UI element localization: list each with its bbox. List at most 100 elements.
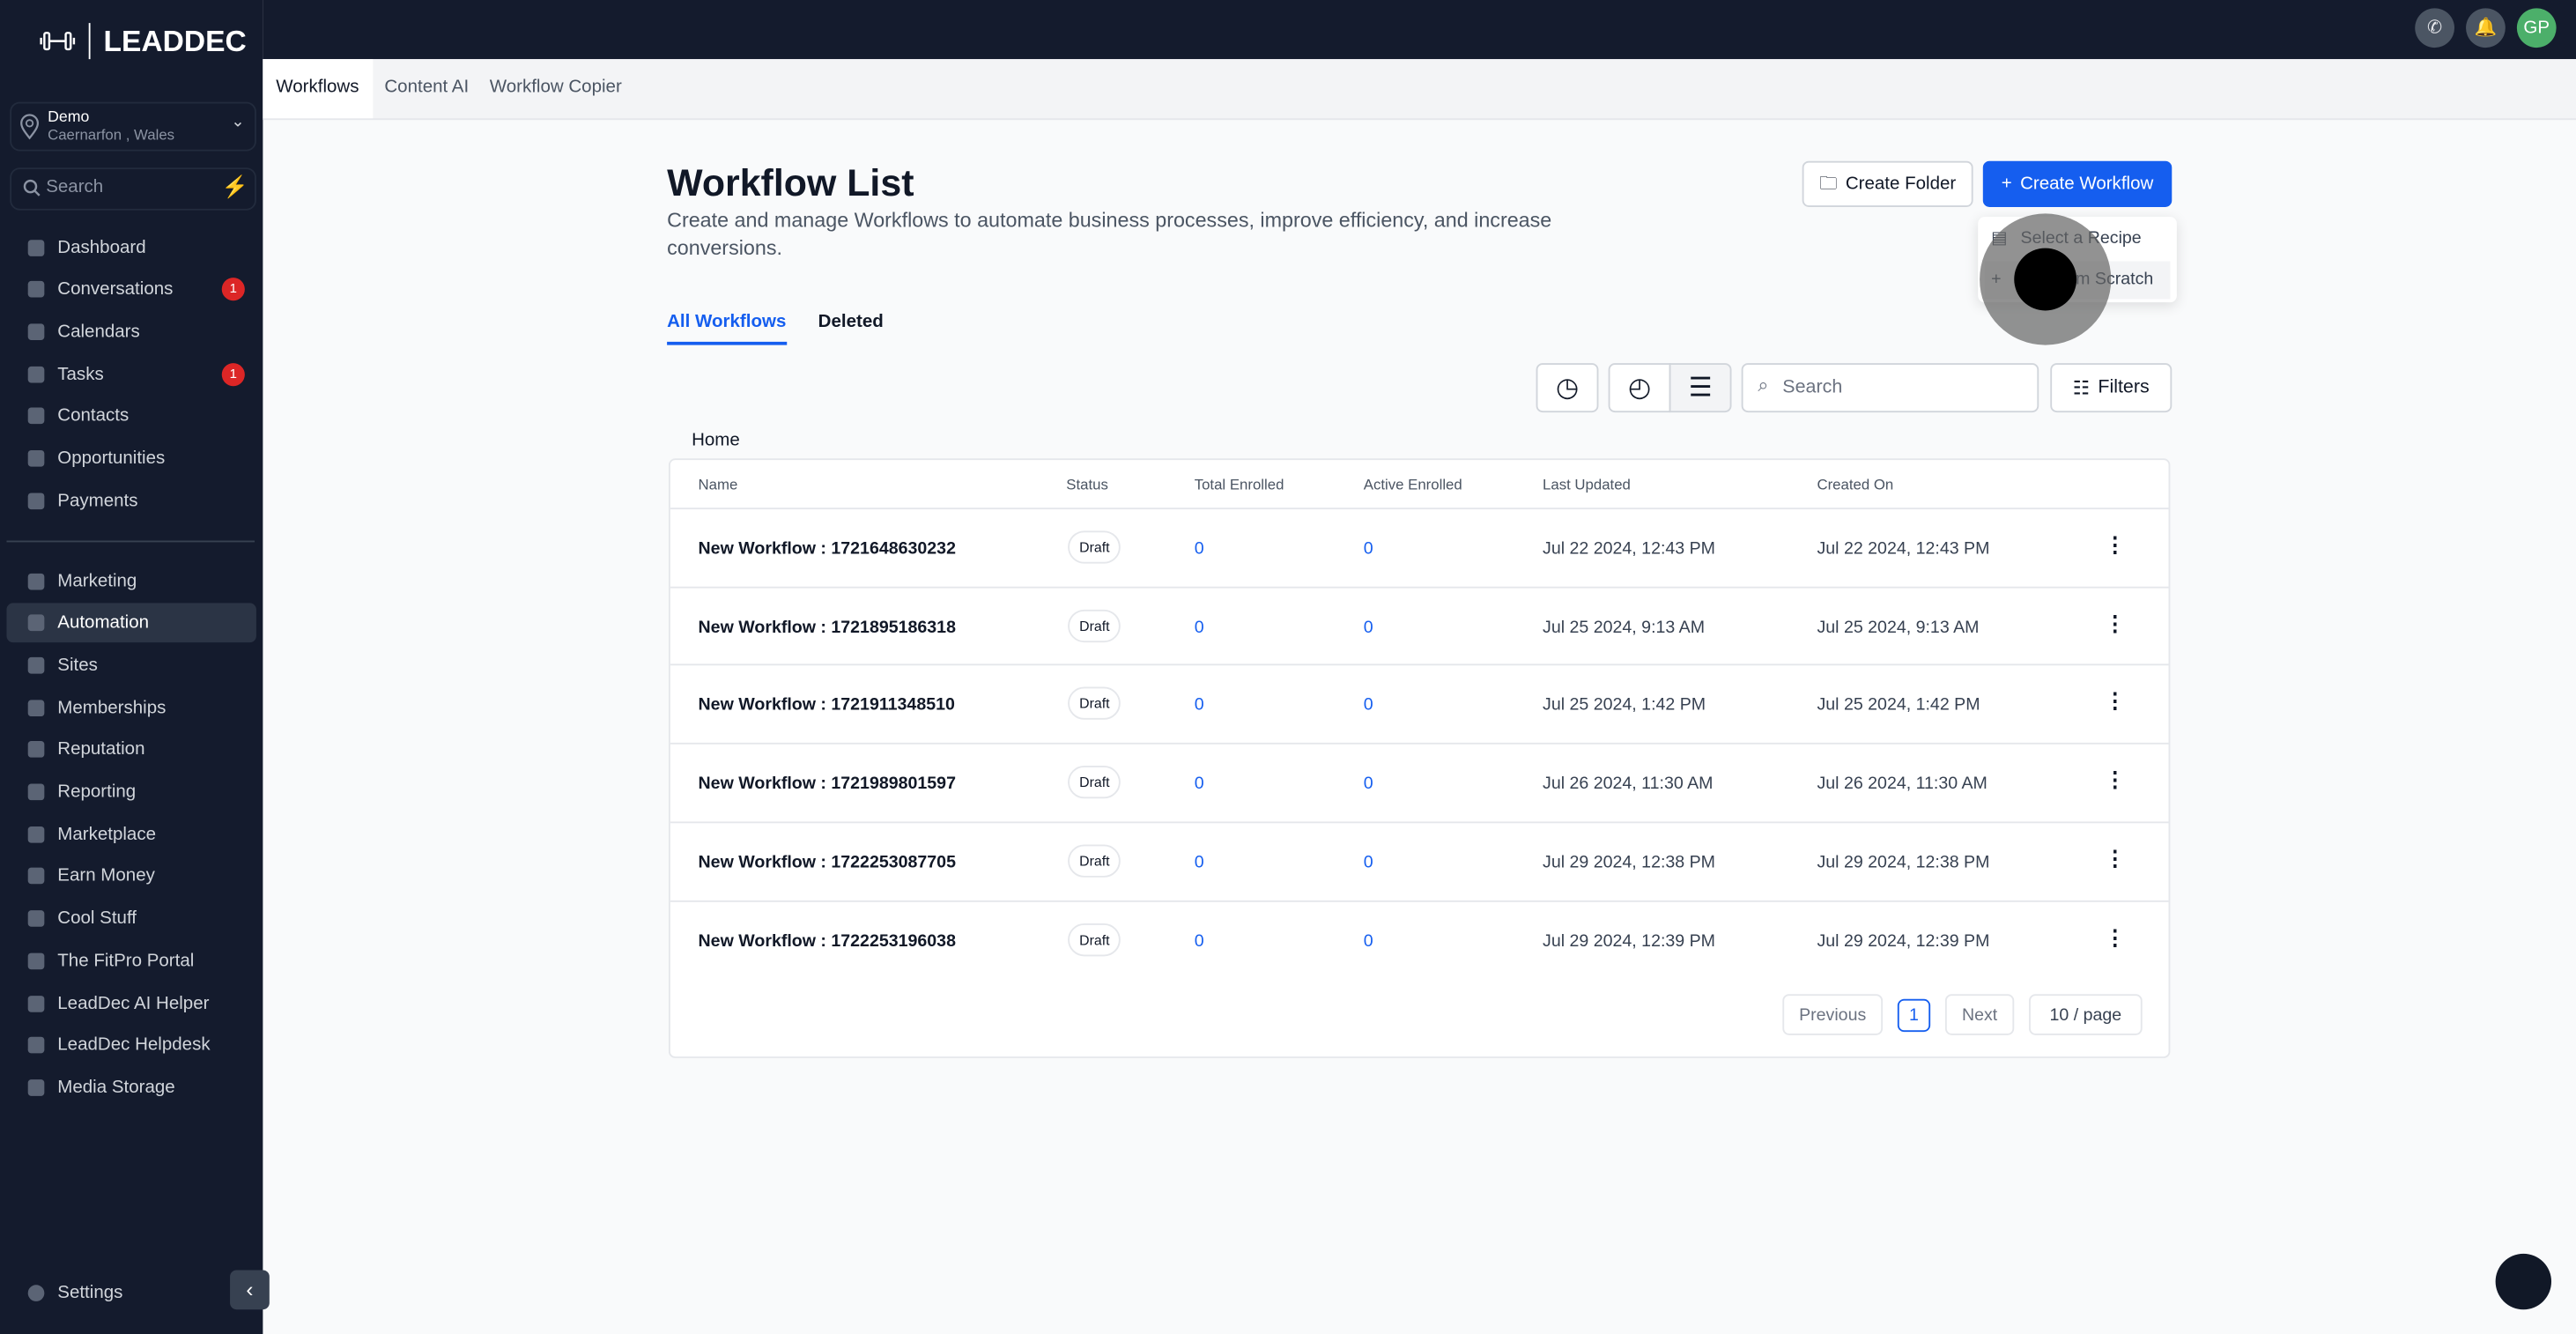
- search-input[interactable]: ⌕ Search: [1741, 363, 2039, 413]
- phone-icon[interactable]: ✆: [2415, 8, 2455, 48]
- workflow-table: Name Status Total Enrolled Active Enroll…: [668, 458, 2171, 1058]
- total-enrolled[interactable]: 0: [1194, 617, 1204, 637]
- page-description: Create and manage Workflows to automate …: [667, 208, 1552, 260]
- more-options-icon[interactable]: ⋮: [2104, 767, 2127, 793]
- sidebar-item-conversations[interactable]: Conversations 1: [6, 270, 255, 309]
- more-options-icon[interactable]: ⋮: [2104, 532, 2127, 558]
- filters-button[interactable]: ☷ Filters: [2050, 363, 2173, 413]
- sidebar-item-leaddec-helpdesk[interactable]: LeadDec Helpdesk: [6, 1026, 255, 1065]
- more-options-icon[interactable]: ⋮: [2104, 923, 2127, 949]
- sidebar-item-settings[interactable]: Settings: [6, 1273, 255, 1313]
- page-size-select[interactable]: 10 / page: [2029, 994, 2143, 1035]
- sidebar-item-the-fitpro-portal[interactable]: The FitPro Portal: [6, 941, 255, 981]
- column-header-status[interactable]: Status: [1066, 476, 1108, 493]
- sidebar-item-sites[interactable]: Sites: [6, 646, 255, 686]
- table-row[interactable]: New Workflow : 1721911348510 Draft 0 0 J…: [670, 664, 2169, 745]
- workflow-name[interactable]: New Workflow : 1721989801597: [698, 774, 956, 794]
- active-enrolled[interactable]: 0: [1363, 695, 1373, 715]
- active-enrolled[interactable]: 0: [1363, 852, 1373, 872]
- search-icon: ⌕: [1758, 376, 1769, 396]
- workflow-name[interactable]: New Workflow : 1722253196038: [698, 930, 956, 951]
- collapse-sidebar-button[interactable]: ‹: [230, 1270, 270, 1310]
- sidebar-item-earn-money[interactable]: Earn Money: [6, 856, 255, 896]
- calendars-icon: [27, 323, 45, 340]
- location-switcher[interactable]: Demo Caernarfon , Wales ⌄: [10, 101, 256, 152]
- sidebar-item-cool-stuff[interactable]: Cool Stuff: [6, 899, 255, 938]
- brand-name: LEADDEC: [103, 24, 247, 57]
- more-options-icon[interactable]: ⋮: [2104, 845, 2127, 871]
- bell-icon[interactable]: 🔔: [2466, 8, 2506, 48]
- page-1-button[interactable]: 1: [1897, 998, 1931, 1033]
- workflow-name[interactable]: New Workflow : 1721648630232: [698, 538, 956, 560]
- sidebar-item-label: The FitPro Portal: [57, 951, 195, 971]
- column-header-active-enrolled[interactable]: Active Enrolled: [1363, 476, 1462, 493]
- search-icon: [23, 179, 41, 196]
- sidebar-item-media-storage[interactable]: Media Storage: [6, 1068, 255, 1108]
- more-options-icon[interactable]: ⋮: [2104, 611, 2127, 636]
- history-button[interactable]: ◷: [1536, 363, 1599, 413]
- total-enrolled[interactable]: 0: [1194, 774, 1204, 794]
- sidebar-item-label: Memberships: [57, 697, 167, 718]
- column-header-total-enrolled[interactable]: Total Enrolled: [1194, 476, 1284, 493]
- workflow-name[interactable]: New Workflow : 1722253087705: [698, 852, 956, 872]
- chat-widget-button[interactable]: [2495, 1253, 2552, 1310]
- tab-content-ai[interactable]: Content AI: [384, 77, 470, 98]
- sidebar-item-opportunities[interactable]: Opportunities: [6, 439, 255, 478]
- more-options-icon[interactable]: ⋮: [2104, 689, 2127, 715]
- sidebar-item-leaddec-ai-helper[interactable]: LeadDec AI Helper: [6, 983, 255, 1023]
- opportunities-icon: [27, 449, 45, 467]
- breadcrumb[interactable]: Home: [692, 430, 740, 450]
- sidebar-item-reputation[interactable]: Reputation: [6, 730, 255, 770]
- sidebar-item-tasks[interactable]: Tasks 1: [6, 354, 255, 394]
- conversations-icon: [27, 281, 45, 298]
- table-row[interactable]: New Workflow : 1721895186318 Draft 0 0 J…: [670, 586, 2169, 666]
- sidebar-item-label: Tasks: [57, 364, 104, 384]
- table-row[interactable]: New Workflow : 1721648630232 Draft 0 0 J…: [670, 508, 2169, 588]
- sidebar-item-automation[interactable]: Automation: [6, 603, 256, 643]
- total-enrolled[interactable]: 0: [1194, 852, 1204, 872]
- sidebar-item-label: Earn Money: [57, 866, 155, 886]
- avatar[interactable]: GP: [2516, 8, 2557, 48]
- created-on: Jul 25 2024, 9:13 AM: [1817, 617, 1980, 637]
- sidebar-divider: [6, 540, 255, 543]
- tab-workflows[interactable]: Workflows: [263, 59, 373, 119]
- create-workflow-button[interactable]: + Create Workflow: [1982, 160, 2173, 207]
- sidebar-item-marketplace[interactable]: Marketplace: [6, 814, 255, 854]
- active-enrolled[interactable]: 0: [1363, 774, 1373, 794]
- column-header-created-on[interactable]: Created On: [1817, 476, 1894, 493]
- sidebar-item-payments[interactable]: Payments: [6, 481, 255, 521]
- workflow-name[interactable]: New Workflow : 1721911348510: [698, 695, 955, 715]
- active-enrolled[interactable]: 0: [1363, 617, 1373, 637]
- sidebar-search[interactable]: Search ⚡: [10, 167, 256, 211]
- tab-deleted[interactable]: Deleted: [818, 312, 884, 332]
- table-row[interactable]: New Workflow : 1722253087705 Draft 0 0 J…: [670, 821, 2169, 901]
- sidebar-item-dashboard[interactable]: Dashboard: [6, 227, 255, 267]
- next-page-button[interactable]: Next: [1944, 994, 2015, 1035]
- column-header-last-updated[interactable]: Last Updated: [1543, 476, 1631, 493]
- quick-action-bolt-icon[interactable]: ⚡: [221, 174, 248, 199]
- column-header-name[interactable]: Name: [698, 476, 738, 493]
- workflow-name[interactable]: New Workflow : 1721895186318: [698, 617, 956, 637]
- tab-workflow-copier[interactable]: Workflow Copier: [489, 77, 622, 98]
- list-view-button[interactable]: ☰: [1669, 363, 1732, 413]
- the-fitpro-portal-icon: [27, 952, 45, 969]
- previous-page-button[interactable]: Previous: [1782, 994, 1884, 1035]
- clock-view-button[interactable]: ◴: [1608, 363, 1671, 413]
- active-enrolled[interactable]: 0: [1363, 930, 1373, 951]
- last-updated: Jul 29 2024, 12:39 PM: [1543, 930, 1715, 951]
- sidebar-item-calendars[interactable]: Calendars: [6, 312, 255, 352]
- leaddec-helpdesk-icon: [27, 1037, 45, 1054]
- table-row[interactable]: New Workflow : 1721989801597 Draft 0 0 J…: [670, 743, 2169, 823]
- table-row[interactable]: New Workflow : 1722253196038 Draft 0 0 J…: [670, 899, 2169, 980]
- total-enrolled[interactable]: 0: [1194, 538, 1204, 560]
- total-enrolled[interactable]: 0: [1194, 930, 1204, 951]
- create-folder-button[interactable]: 🗀 Create Folder: [1802, 160, 1973, 207]
- sidebar-item-contacts[interactable]: Contacts: [6, 396, 255, 436]
- tab-all-workflows[interactable]: All Workflows: [667, 312, 787, 345]
- active-enrolled[interactable]: 0: [1363, 538, 1373, 560]
- sidebar-item-reporting[interactable]: Reporting: [6, 772, 255, 812]
- sidebar-item-memberships[interactable]: Memberships: [6, 688, 255, 728]
- total-enrolled[interactable]: 0: [1194, 695, 1204, 715]
- logo: LEADDEC: [40, 23, 247, 60]
- sidebar-item-marketing[interactable]: Marketing: [6, 561, 255, 601]
